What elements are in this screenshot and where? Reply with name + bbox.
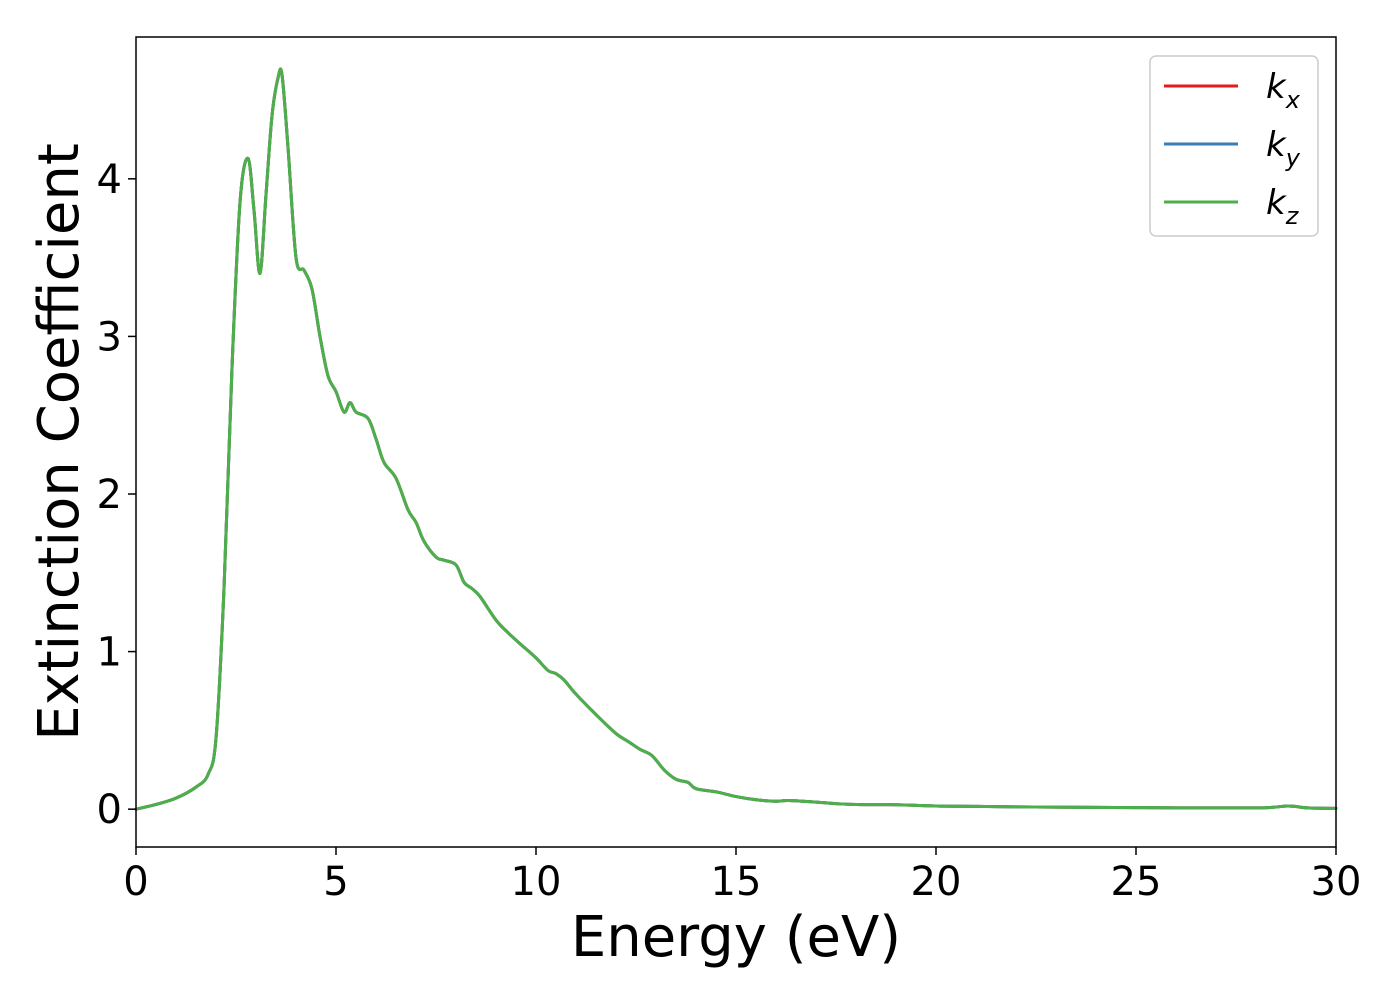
- x-tick-label: 30: [1311, 859, 1362, 905]
- x-tick-label: 25: [1111, 859, 1162, 905]
- y-tick-label: 4: [97, 157, 122, 203]
- legend-label-y: ky: [1266, 125, 1301, 172]
- y-axis-title: Extinction Coefficient: [27, 143, 92, 741]
- x-tick-label: 15: [711, 859, 762, 905]
- y-tick-label: 0: [97, 787, 122, 833]
- legend-label-z: kz: [1266, 183, 1300, 230]
- legend-label-x: kx: [1266, 67, 1301, 114]
- x-axis-title: Energy (eV): [571, 905, 901, 970]
- x-tick-label: 5: [323, 859, 348, 905]
- axis-ticks: 0 5 10 15 20 25 30 0 1 2 3 4: [97, 157, 1362, 905]
- x-tick-label: 0: [123, 859, 148, 905]
- x-tick-label: 10: [511, 859, 562, 905]
- legend: kx ky kz: [1149, 55, 1319, 237]
- y-tick-label: 2: [97, 472, 122, 518]
- series-line-z: [134, 67, 1338, 811]
- legend-box: [1149, 55, 1319, 237]
- y-tick-label: 1: [97, 630, 122, 676]
- x-tick-label: 20: [911, 859, 962, 905]
- y-tick-label: 3: [97, 314, 122, 360]
